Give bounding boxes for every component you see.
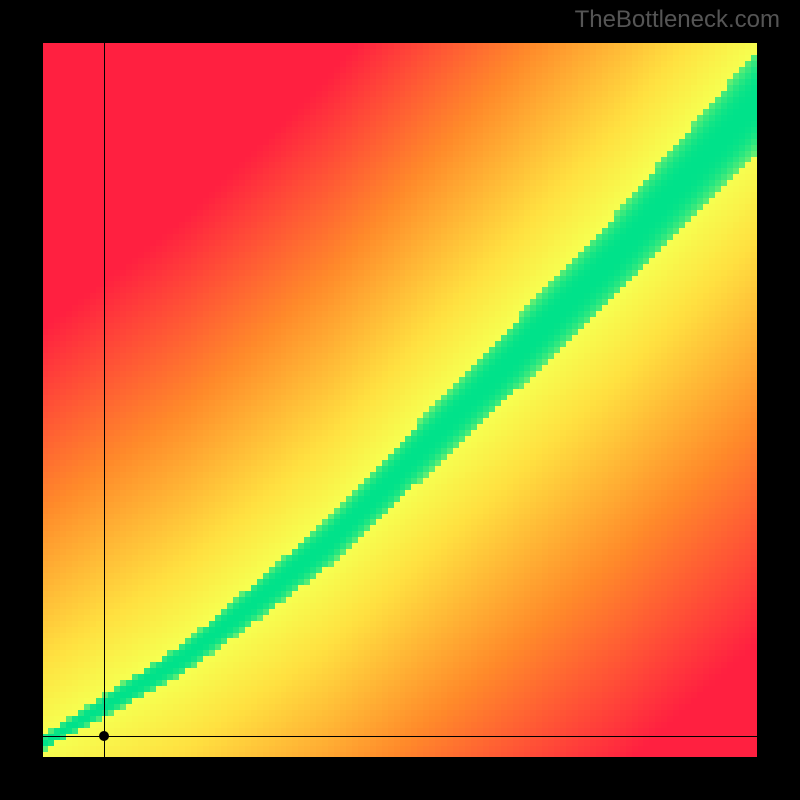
heatmap-canvas (43, 43, 757, 757)
crosshair-vertical (104, 43, 105, 757)
watermark-text: TheBottleneck.com (575, 6, 780, 34)
bottleneck-heatmap (43, 43, 757, 757)
crosshair-marker (99, 731, 109, 741)
crosshair-horizontal (43, 736, 757, 737)
